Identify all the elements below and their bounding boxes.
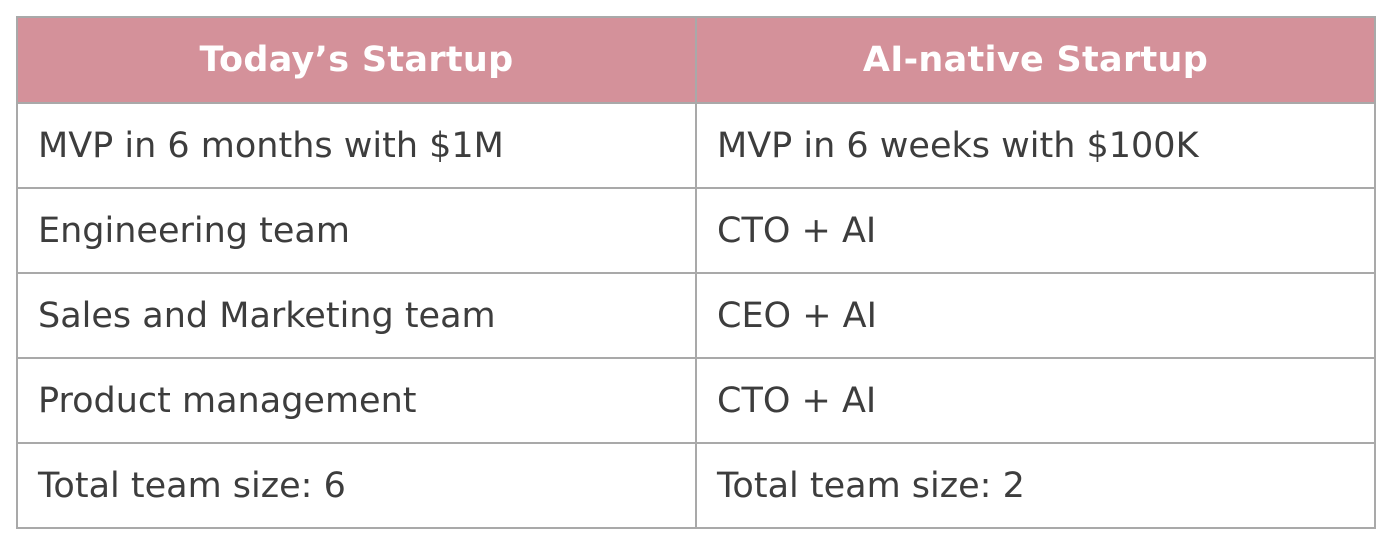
header-row: Today’s Startup AI-native Startup: [16, 16, 1376, 104]
table-row: Product management CTO + AI: [16, 357, 1376, 444]
table-row: Sales and Marketing team CEO + AI: [16, 272, 1376, 359]
comparison-table: Today’s Startup AI-native Startup MVP in…: [16, 16, 1376, 529]
cell-ai-native-product-management: CTO + AI: [695, 357, 1376, 444]
table-row: Total team size: 6 Total team size: 2: [16, 442, 1376, 529]
cell-ai-native-team-size: Total team size: 2: [695, 442, 1376, 529]
cell-ai-native-mvp: MVP in 6 weeks with $100K: [695, 102, 1376, 189]
cell-todays-product-management: Product management: [16, 357, 697, 444]
table-body: MVP in 6 months with $1M MVP in 6 weeks …: [16, 102, 1376, 529]
cell-ai-native-sales-marketing: CEO + AI: [695, 272, 1376, 359]
table-header: Today’s Startup AI-native Startup: [16, 16, 1376, 104]
cell-ai-native-engineering: CTO + AI: [695, 187, 1376, 274]
table-row: MVP in 6 months with $1M MVP in 6 weeks …: [16, 102, 1376, 189]
header-ai-native-startup: AI-native Startup: [695, 16, 1376, 104]
cell-todays-team-size: Total team size: 6: [16, 442, 697, 529]
cell-todays-engineering: Engineering team: [16, 187, 697, 274]
cell-todays-sales-marketing: Sales and Marketing team: [16, 272, 697, 359]
cell-todays-mvp: MVP in 6 months with $1M: [16, 102, 697, 189]
table-row: Engineering team CTO + AI: [16, 187, 1376, 274]
header-todays-startup: Today’s Startup: [16, 16, 697, 104]
